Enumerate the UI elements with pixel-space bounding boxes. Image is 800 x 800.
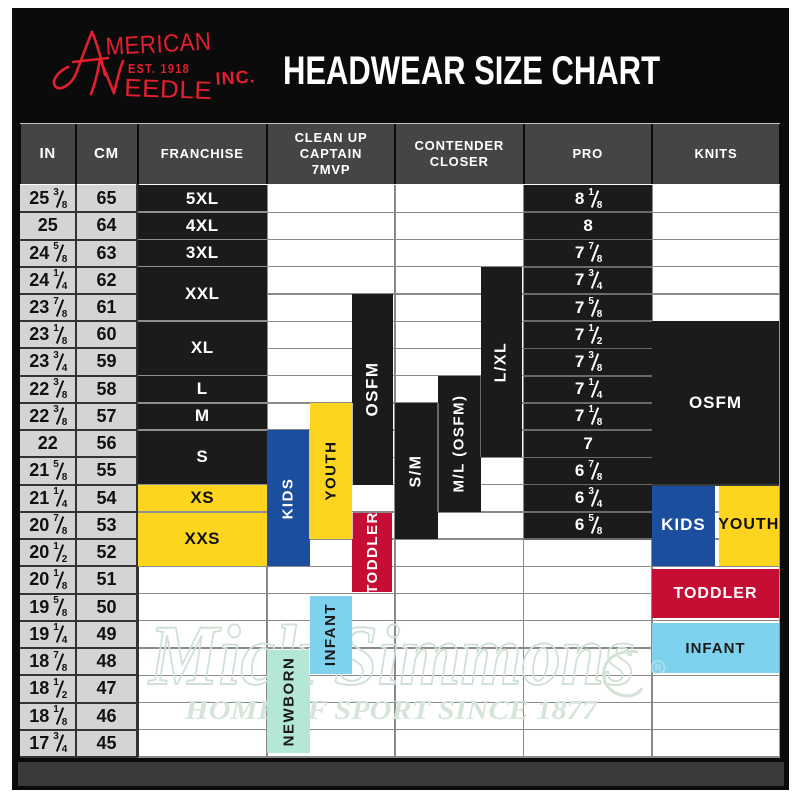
svg-text:HEADWEAR SIZE CHART: HEADWEAR SIZE CHART xyxy=(283,49,660,92)
svg-text:EEDLE: EEDLE xyxy=(124,74,213,105)
svg-text:MERICAN: MERICAN xyxy=(105,27,212,61)
svg-text:INC.: INC. xyxy=(215,66,256,89)
svg-text:EST. 1918: EST. 1918 xyxy=(128,62,190,76)
